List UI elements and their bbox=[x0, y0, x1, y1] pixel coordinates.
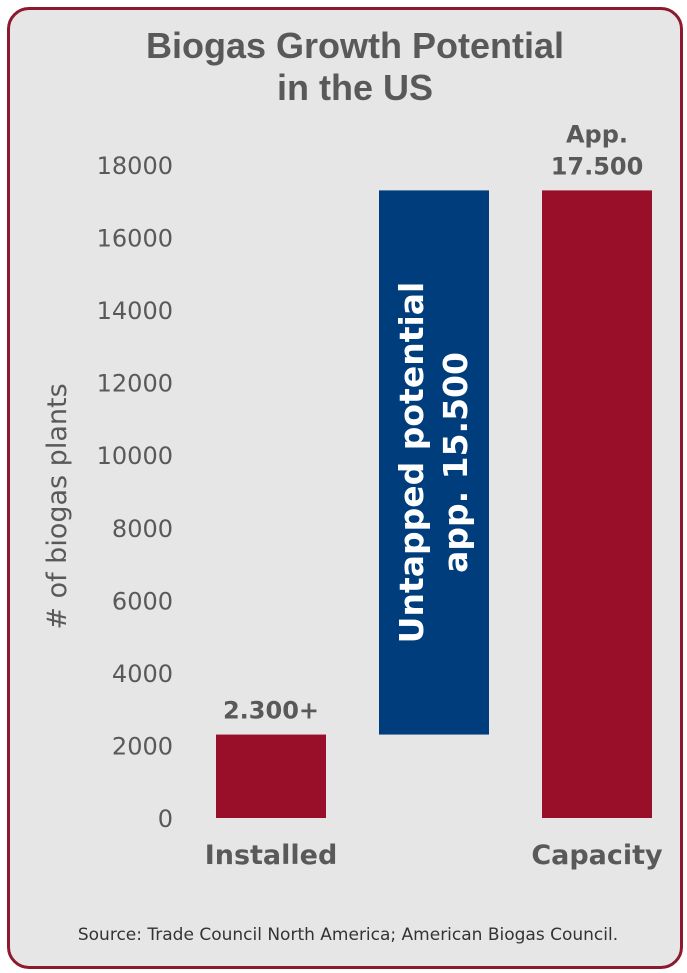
y-tick-label: 6000 bbox=[112, 587, 173, 615]
bar-installed bbox=[216, 734, 326, 818]
bars bbox=[216, 190, 652, 819]
data-label: 2.300+ bbox=[223, 697, 319, 725]
category-label: Installed bbox=[205, 840, 338, 871]
data-label: 17.500 bbox=[551, 152, 644, 180]
y-axis-ticks: 0 2000 4000 6000 8000 10000 12000 14000 16000 180… bbox=[97, 152, 173, 833]
y-tick-label: 2000 bbox=[112, 732, 173, 760]
y-tick-label: 12000 bbox=[97, 370, 173, 398]
y-tick-label: 10000 bbox=[97, 442, 173, 470]
bar-inner-label: app. 15.500 bbox=[436, 352, 475, 573]
source-note: Source: Trade Council North America; Ame… bbox=[78, 925, 618, 945]
y-tick-label: 16000 bbox=[97, 225, 173, 253]
y-tick-label: 0 bbox=[158, 805, 173, 833]
data-label: App. bbox=[566, 120, 628, 148]
bar-untapped-potential bbox=[379, 190, 489, 735]
bar-inner-label: Untapped potential bbox=[392, 282, 431, 644]
category-label: Capacity bbox=[531, 840, 663, 871]
bar-capacity bbox=[542, 190, 652, 819]
y-tick-label: 14000 bbox=[97, 297, 173, 325]
chart-title-line: in the US bbox=[277, 67, 433, 108]
y-tick-label: 4000 bbox=[112, 660, 173, 688]
chart-title-line: Biogas Growth Potential bbox=[146, 25, 564, 66]
chart-card: Biogas Growth Potential in the US # of bi… bbox=[7, 7, 683, 969]
y-tick-label: 18000 bbox=[97, 152, 173, 180]
data-labels: 2.300+ Untapped potential app. 15.500 App. 1… bbox=[223, 120, 643, 724]
category-labels: Installed Capacity bbox=[205, 840, 663, 871]
y-tick-label: 8000 bbox=[112, 515, 173, 543]
y-axis-label: # of biogas plants bbox=[42, 383, 73, 629]
